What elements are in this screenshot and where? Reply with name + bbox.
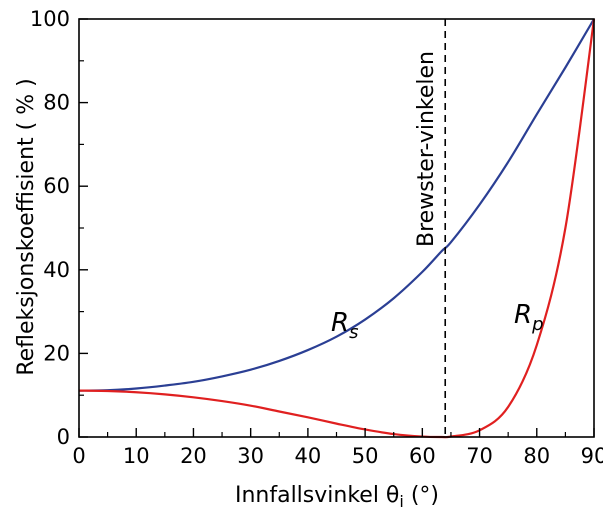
series-line-rp — [78, 18, 596, 439]
brewster-angle-label: Brewster-vinkelen — [414, 51, 439, 247]
x-axis-title: Innfallsvinkel θi (°) — [235, 483, 439, 511]
rs-series-label: Rs — [331, 308, 358, 343]
x-tick-label: 0 — [72, 444, 85, 468]
y-tick-label: 100 — [30, 7, 70, 31]
y-tick-label: 60 — [43, 174, 70, 198]
x-axis-title-unit: (°) — [404, 483, 439, 508]
x-tick-label: 20 — [180, 444, 207, 468]
rp-series-label: Rp — [514, 300, 544, 335]
x-tick-label: 10 — [123, 444, 150, 468]
x-tick-label: 70 — [466, 444, 493, 468]
y-tick-label: 0 — [57, 425, 70, 449]
x-tick-label: 80 — [523, 444, 550, 468]
x-tick-label: 40 — [295, 444, 322, 468]
y-tick-label: 20 — [43, 341, 70, 365]
x-tick-label: 90 — [581, 444, 603, 468]
x-tick-label: 50 — [352, 444, 379, 468]
x-tick-label: 30 — [237, 444, 264, 468]
x-axis-title-subscript: i — [399, 492, 403, 511]
y-tick-label: 40 — [43, 258, 70, 282]
y-axis-title: Refleksjonskoeffisient ( % ) — [14, 78, 39, 375]
x-tick-label: 60 — [409, 444, 436, 468]
series-line-rs — [78, 18, 595, 392]
plot-frame — [78, 18, 595, 438]
y-tick-label: 80 — [43, 91, 70, 115]
